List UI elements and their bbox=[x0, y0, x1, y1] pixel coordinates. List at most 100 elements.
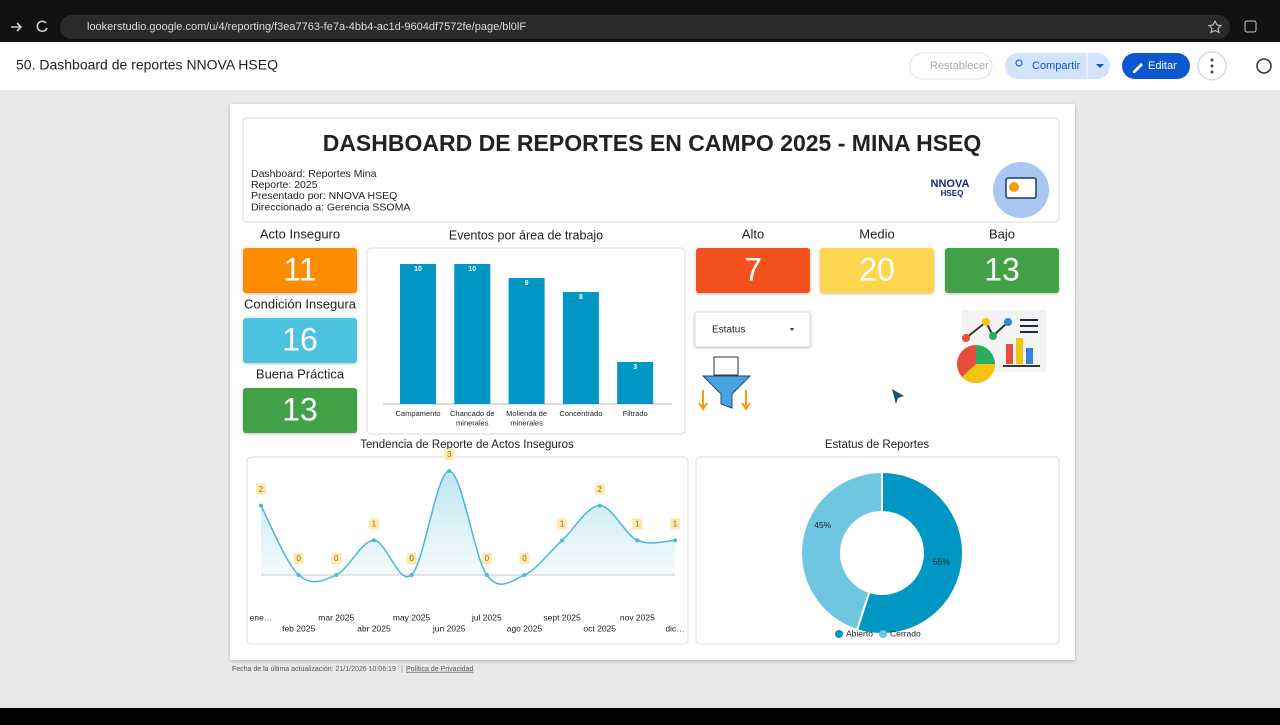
bar bbox=[400, 264, 436, 404]
scorecard-value: 13 bbox=[984, 251, 1020, 287]
extensions-icon[interactable] bbox=[1244, 20, 1257, 33]
scorecard-value: 20 bbox=[859, 251, 895, 287]
header-info: Direccionado a: Gerencia SSOMA bbox=[251, 201, 410, 213]
reload-button[interactable] bbox=[36, 20, 48, 33]
data-label-bg bbox=[406, 553, 417, 564]
analytics-icon bbox=[957, 310, 1046, 384]
scorecard bbox=[696, 248, 810, 293]
pie-label: 55% bbox=[933, 557, 950, 567]
x-tick-label: mar 2025 bbox=[318, 612, 354, 622]
x-tick-label: Concentrado bbox=[559, 409, 602, 418]
line-point bbox=[259, 503, 263, 508]
x-tick-label: dic… bbox=[665, 623, 684, 633]
line-point bbox=[635, 538, 640, 543]
reset-button[interactable] bbox=[909, 52, 993, 80]
scorecard-value: 13 bbox=[282, 391, 318, 427]
forward-button[interactable] bbox=[11, 22, 23, 32]
dropdown-label: Estatus bbox=[712, 325, 745, 336]
scorecard-label: Bajo bbox=[989, 226, 1015, 241]
chart-title: Eventos por área de trabajo bbox=[449, 228, 603, 242]
share-menu-arrow[interactable] bbox=[1096, 64, 1104, 68]
x-tick-label: oct 2025 bbox=[583, 623, 616, 633]
data-label: 1 bbox=[560, 519, 565, 528]
scorecard-value: 7 bbox=[744, 251, 762, 287]
scorecard-value: 11 bbox=[283, 251, 316, 287]
edit-icon bbox=[1133, 63, 1143, 73]
scorecard-value: 16 bbox=[282, 321, 318, 357]
scorecard-label: Condición Insegura bbox=[244, 296, 357, 311]
scorecard bbox=[820, 248, 934, 293]
data-label-bg bbox=[368, 518, 379, 530]
legend-swatch bbox=[835, 630, 843, 638]
x-tick-label: may 2025 bbox=[393, 612, 431, 622]
data-label: 1 bbox=[673, 519, 678, 528]
data-label: 2 bbox=[598, 485, 603, 494]
line-point bbox=[560, 538, 565, 543]
x-tick-label: abr 2025 bbox=[357, 623, 391, 633]
line-point bbox=[447, 469, 452, 473]
data-label-bg bbox=[293, 553, 304, 564]
logo-text: HSEQ bbox=[941, 189, 964, 198]
x-tick-label: ago 2025 bbox=[507, 623, 543, 633]
edit-label: Editar bbox=[1148, 60, 1177, 72]
bar-value-label: 9 bbox=[525, 280, 529, 287]
bottom-bar bbox=[0, 708, 1280, 720]
line-point bbox=[484, 573, 489, 577]
dashboard-title: DASHBOARD DE REPORTES EN CAMPO 2025 - MI… bbox=[323, 130, 982, 156]
filter-icon bbox=[698, 356, 752, 411]
x-tick-label: sept 2025 bbox=[543, 612, 581, 622]
scorecard bbox=[945, 248, 1059, 293]
scorecard-label: Buena Práctica bbox=[256, 366, 345, 381]
data-label: 0 bbox=[296, 554, 301, 563]
data-label-bg bbox=[519, 553, 530, 564]
reset-label: Restablecer bbox=[930, 60, 989, 72]
legend-swatch bbox=[879, 630, 887, 638]
legend-label: Cerrado bbox=[890, 628, 921, 638]
pie-label: 45% bbox=[814, 520, 831, 530]
pie-chart-box bbox=[695, 456, 1060, 645]
data-label: 0 bbox=[485, 554, 490, 563]
address-bar[interactable] bbox=[60, 15, 1230, 39]
x-tick-label: Chancado de minerales bbox=[450, 409, 495, 428]
more-dots bbox=[1210, 58, 1214, 74]
x-tick-label: Campamento bbox=[395, 409, 440, 418]
data-label-bg bbox=[632, 518, 643, 530]
data-label-bg bbox=[331, 553, 342, 564]
share-icon bbox=[1015, 59, 1023, 67]
mouse-cursor bbox=[892, 389, 904, 404]
data-label-bg bbox=[670, 518, 680, 530]
x-tick-label: feb 2025 bbox=[282, 623, 315, 633]
line-point bbox=[673, 538, 677, 543]
last-updated: Fecha de la última actualización: 21/1/2… bbox=[232, 666, 396, 673]
bar bbox=[562, 292, 599, 404]
bar bbox=[454, 264, 491, 404]
scorecard bbox=[243, 318, 357, 363]
share-button[interactable] bbox=[1005, 53, 1110, 79]
edit-button[interactable] bbox=[1122, 53, 1190, 79]
status-dropdown[interactable] bbox=[694, 311, 811, 348]
bar bbox=[617, 362, 654, 404]
line-point bbox=[334, 573, 339, 577]
header-info: Dashboard: Reportes Mina bbox=[251, 168, 377, 180]
line-point bbox=[409, 573, 414, 577]
header-info: Reporte: 2025 bbox=[251, 179, 318, 191]
data-label-bg bbox=[256, 483, 266, 495]
line-point bbox=[522, 573, 527, 577]
scorecard bbox=[243, 248, 357, 293]
data-label: 0 bbox=[334, 554, 339, 563]
scorecard-label: Alto bbox=[742, 226, 764, 241]
scorecard-label: Medio bbox=[859, 226, 894, 241]
bookmark-star[interactable] bbox=[1207, 19, 1223, 34]
line-point bbox=[597, 503, 602, 508]
x-tick-label: jul 2025 bbox=[471, 612, 502, 622]
privacy-link[interactable]: Política de Privacidad bbox=[406, 666, 473, 673]
x-tick-label: ene… bbox=[250, 612, 273, 622]
bar-value-label: 10 bbox=[414, 266, 422, 273]
data-label: 0 bbox=[409, 554, 414, 563]
x-tick-label: Molienda de minerales bbox=[506, 409, 547, 428]
help-button[interactable] bbox=[1256, 58, 1272, 74]
x-tick-label: Filtrado bbox=[623, 409, 648, 418]
logo-text: NNOVA bbox=[931, 178, 970, 190]
